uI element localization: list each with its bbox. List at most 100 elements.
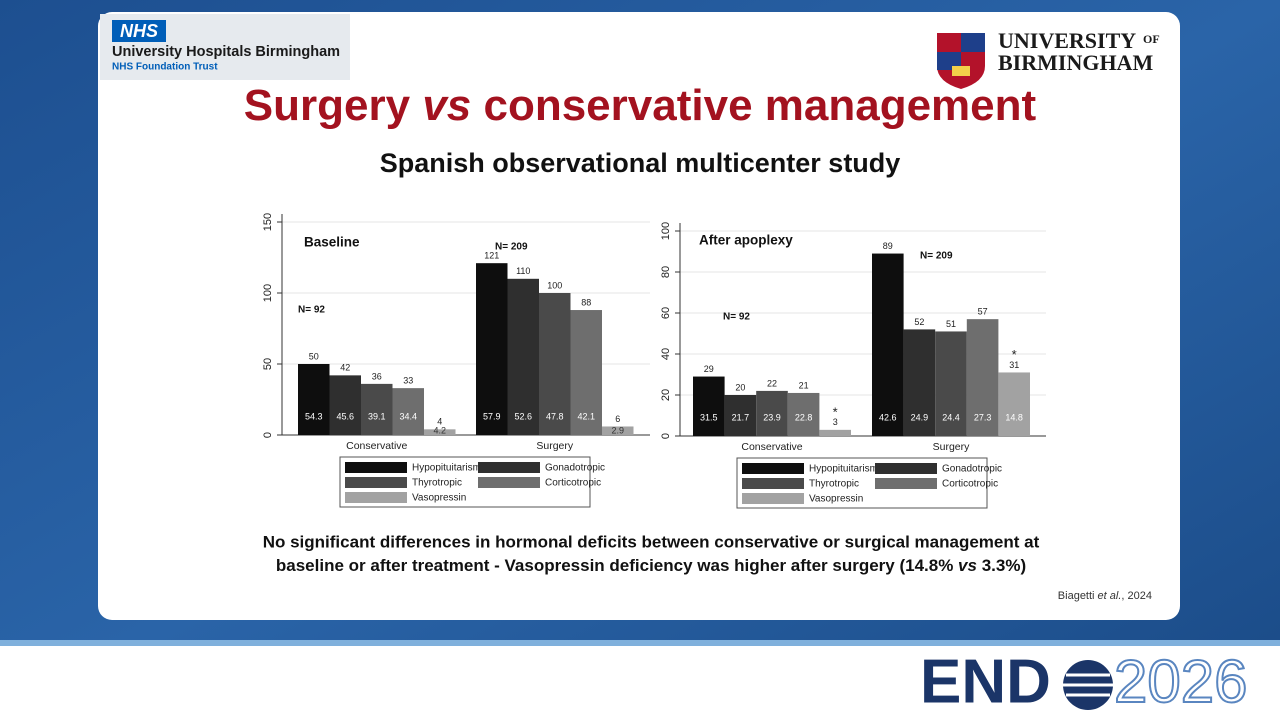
bar <box>602 426 634 435</box>
citation: Biagetti et al., 2024 <box>1058 590 1152 602</box>
percentage-label: 14.8 <box>1005 412 1023 422</box>
brand-globe-lines <box>1063 673 1113 697</box>
crest-quarter <box>961 33 985 52</box>
legend-label: Gonadotropic <box>942 464 1002 475</box>
value-label: 88 <box>581 297 591 307</box>
legend-label: Corticotropic <box>942 479 998 490</box>
legend-swatch <box>478 462 540 473</box>
percentage-label: 31.5 <box>700 412 718 422</box>
bar <box>298 364 330 435</box>
brand-left: END <box>920 647 1051 716</box>
legend-swatch <box>875 463 937 474</box>
value-label: 57 <box>978 307 988 317</box>
y-tick-label: 50 <box>262 358 274 370</box>
percentage-label: 39.1 <box>368 411 386 421</box>
value-label: 22 <box>767 378 777 388</box>
bar <box>507 278 539 435</box>
percentage-label: 42.6 <box>879 412 897 422</box>
significance-marker: * <box>1012 347 1017 362</box>
value-label: 100 <box>547 280 562 290</box>
legend-label: Hypopituitarism <box>809 464 878 475</box>
y-tick-label: 60 <box>660 307 672 319</box>
title-part: Surgery <box>244 81 423 130</box>
title-part: conservative management <box>471 81 1036 130</box>
percentage-label: 24.4 <box>942 412 960 422</box>
legend-label: Thyrotropic <box>412 478 462 489</box>
annotation: N= 209 <box>920 251 953 262</box>
percentage-label: 4.2 <box>433 425 446 435</box>
significance-marker: * <box>833 404 838 419</box>
citation-part: Biagetti <box>1058 590 1098 602</box>
university-line2: BIRMINGHAM <box>998 50 1153 75</box>
x-tick-label: Conservative <box>346 440 407 452</box>
percentage-label: 57.9 <box>483 411 501 421</box>
bar <box>361 383 393 435</box>
legend-label: Hypopituitarism <box>412 463 481 474</box>
value-label: 121 <box>484 251 499 261</box>
legend-swatch <box>345 462 407 473</box>
percentage-label: 42.1 <box>577 411 595 421</box>
bar <box>935 331 967 436</box>
percentage-label: 22.8 <box>795 412 813 422</box>
value-label: 36 <box>372 371 382 381</box>
value-label: 51 <box>946 319 956 329</box>
value-label: 31 <box>1009 360 1019 370</box>
footer-stripe <box>0 640 1280 646</box>
conclusion-line: No significant differences in hormonal d… <box>263 532 1040 551</box>
percentage-label: 24.9 <box>911 412 929 422</box>
bar <box>724 395 757 436</box>
y-tick-label: 0 <box>262 432 274 438</box>
value-label: 6 <box>615 414 620 424</box>
legend-label: Vasopressin <box>809 494 863 505</box>
percentage-label: 54.3 <box>305 411 323 421</box>
annotation: N= 92 <box>723 312 750 323</box>
chart-title: Baseline <box>304 235 360 250</box>
percentage-label: 45.6 <box>336 411 354 421</box>
chart-title: After apoplexy <box>699 233 793 248</box>
university-line1: UNIVERSITY <box>998 28 1136 53</box>
percentage-label: 23.9 <box>763 412 781 422</box>
bar <box>570 310 602 435</box>
bar <box>966 319 999 436</box>
crest-quarter <box>937 52 961 70</box>
conclusion-part: vs <box>958 556 977 575</box>
legend-swatch <box>345 492 407 503</box>
citation-part: et al. <box>1098 590 1122 602</box>
bar <box>539 293 571 435</box>
legend-swatch <box>345 477 407 488</box>
slide-title: Surgery vs conservative management <box>244 81 1037 130</box>
annotation: N= 92 <box>298 305 325 316</box>
percentage-label: 2.9 <box>611 425 624 435</box>
conclusion-part: baseline or after treatment - Vasopressi… <box>276 556 958 575</box>
y-tick-label: 80 <box>660 266 672 278</box>
x-tick-label: Surgery <box>536 440 574 452</box>
percentage-label: 27.3 <box>974 412 992 422</box>
nhs-badge-text: NHS <box>120 21 158 41</box>
crest-book <box>952 66 970 76</box>
value-label: 89 <box>883 241 893 251</box>
legend-swatch <box>875 478 937 489</box>
legend-swatch <box>742 463 804 474</box>
percentage-label: 47.8 <box>546 411 564 421</box>
bar <box>693 376 725 436</box>
conclusion-part: 3.3%) <box>977 556 1026 575</box>
y-tick-label: 150 <box>262 213 274 231</box>
legend-label: Gonadotropic <box>545 463 605 474</box>
value-label: 4 <box>437 417 442 427</box>
value-label: 110 <box>516 266 530 276</box>
bar <box>424 429 456 435</box>
brand-right: 2026 <box>1114 648 1247 715</box>
bar <box>872 253 904 436</box>
value-label: 52 <box>914 317 924 327</box>
nhs-badge <box>112 20 166 42</box>
value-label: 29 <box>704 364 714 374</box>
legend-swatch <box>742 478 804 489</box>
legend-swatch <box>742 493 804 504</box>
y-tick-label: 40 <box>660 348 672 360</box>
y-tick-label: 20 <box>660 389 672 401</box>
percentage-label: 21.7 <box>732 412 750 422</box>
nhs-name: University Hospitals Birmingham <box>112 44 340 60</box>
university-of: OF <box>1143 32 1160 46</box>
